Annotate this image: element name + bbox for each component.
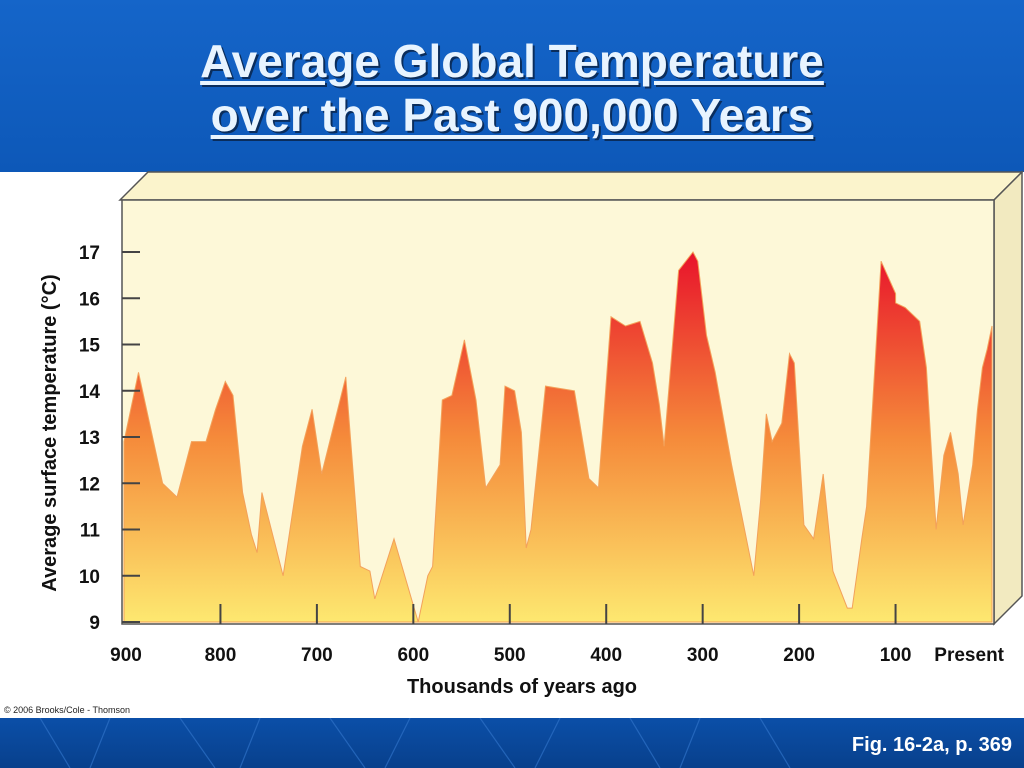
y-tick-label: 10 bbox=[79, 567, 100, 588]
y-tick-label: 16 bbox=[79, 289, 100, 310]
copyright-notice: © 2006 Brooks/Cole - Thomson bbox=[4, 705, 131, 715]
title-line-1: Average Global Temperature bbox=[200, 35, 824, 87]
y-tick-label: 15 bbox=[79, 336, 101, 357]
x-tick-label: 600 bbox=[397, 645, 429, 666]
title-banner bbox=[0, 0, 1024, 172]
y-tick-label: 11 bbox=[80, 521, 101, 542]
title-line-2: over the Past 900,000 Years bbox=[210, 89, 814, 141]
x-tick-label: 500 bbox=[494, 645, 526, 666]
x-tick-label: 300 bbox=[687, 645, 719, 666]
temperature-area-series bbox=[123, 251, 993, 623]
y-tick-label: 13 bbox=[79, 428, 100, 449]
y-tick-label: 14 bbox=[79, 382, 101, 403]
x-tick-label: Present bbox=[934, 645, 1004, 666]
x-tick-label: 100 bbox=[880, 645, 912, 666]
x-tick-label: 700 bbox=[301, 645, 333, 666]
box-top-face bbox=[118, 171, 1024, 201]
y-tick-label: 9 bbox=[89, 613, 100, 634]
x-tick-label: 900 bbox=[110, 645, 142, 666]
footer-bar: Fig. 16-2a, p. 369 bbox=[0, 718, 1024, 768]
y-axis-title: Average surface temperature (°C) bbox=[39, 274, 61, 591]
x-tick-label: 800 bbox=[205, 645, 237, 666]
y-tick-label: 12 bbox=[79, 474, 100, 495]
x-tick-label: 200 bbox=[783, 645, 815, 666]
x-axis-title: Thousands of years ago bbox=[407, 676, 637, 698]
box-side-face bbox=[993, 170, 1023, 626]
footer-pattern bbox=[39, 718, 791, 768]
y-tick-label: 17 bbox=[79, 243, 100, 264]
x-tick-label: 400 bbox=[590, 645, 622, 666]
figure-reference: Fig. 16-2a, p. 369 bbox=[851, 734, 1012, 756]
slide-title: Average Global Temperature over the Past… bbox=[0, 34, 1024, 142]
